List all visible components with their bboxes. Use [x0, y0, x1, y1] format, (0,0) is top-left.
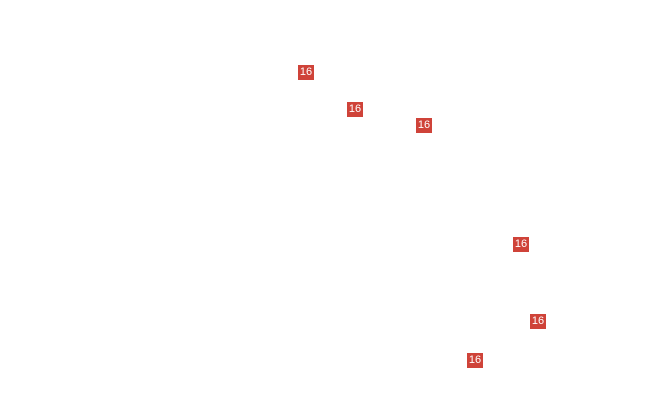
- route-shield[interactable]: 16: [513, 237, 529, 252]
- route-shield[interactable]: 16: [416, 118, 432, 133]
- route-shield[interactable]: 16: [298, 65, 314, 80]
- route-shield[interactable]: 16: [530, 314, 546, 329]
- route-shield[interactable]: 16: [467, 353, 483, 368]
- route-shield[interactable]: 16: [347, 102, 363, 117]
